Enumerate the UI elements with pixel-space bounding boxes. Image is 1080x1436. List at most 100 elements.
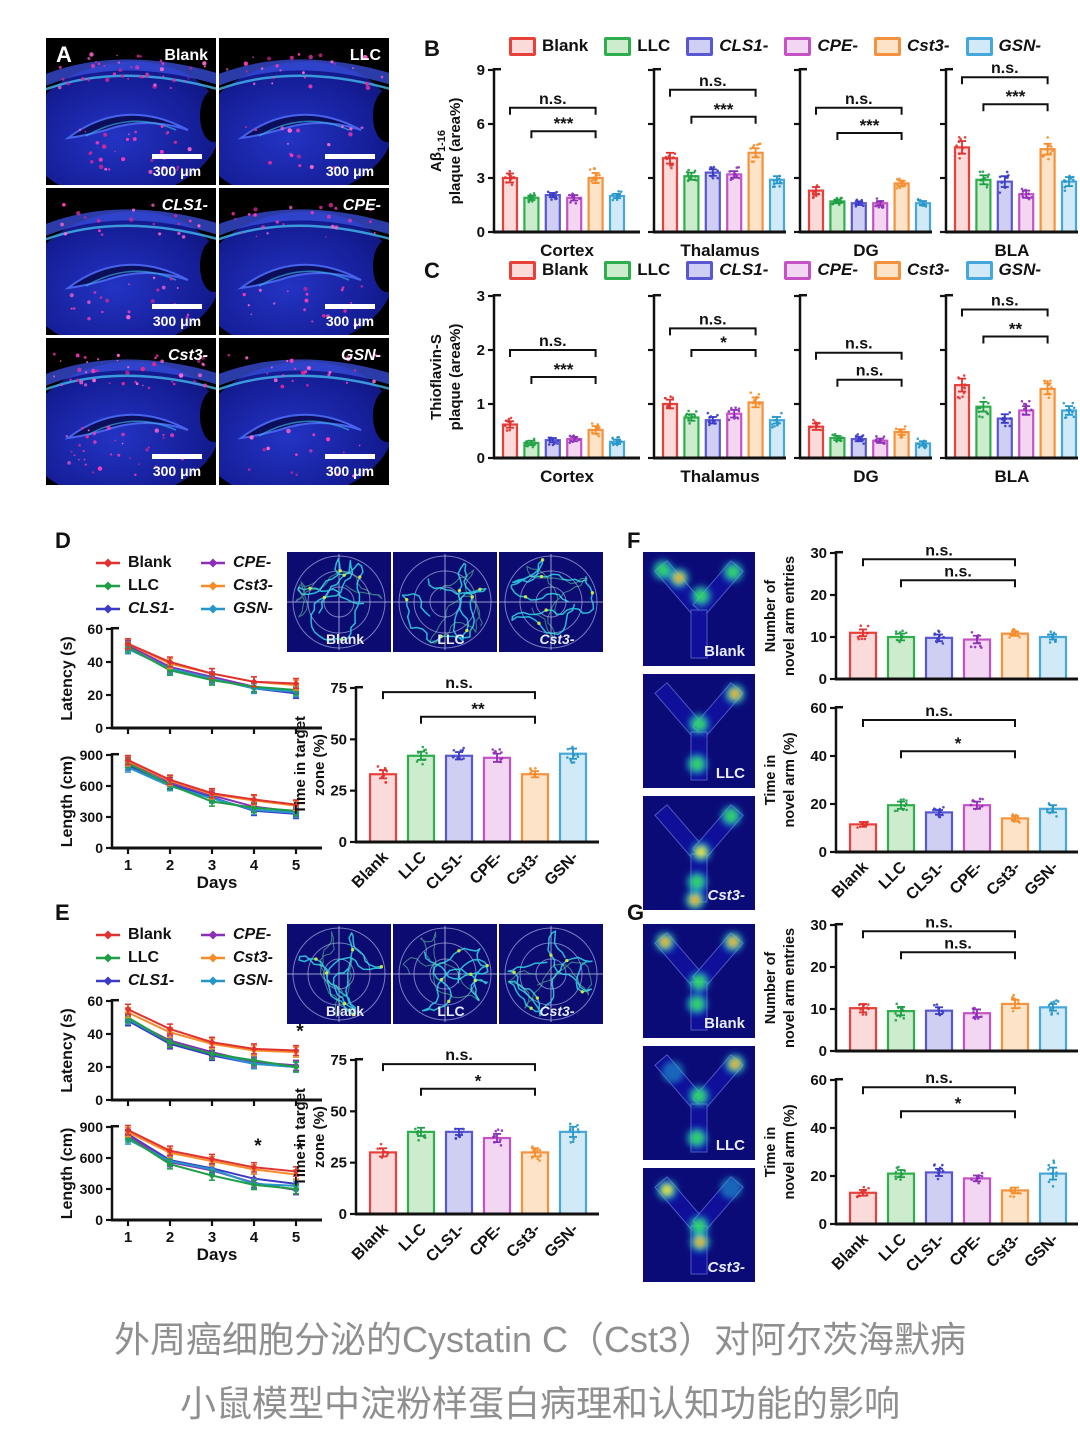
- svg-text:600: 600: [80, 1150, 104, 1166]
- svg-text:**: **: [1009, 320, 1023, 339]
- panel-d-latency-chart: Latency (s) 0 20 40 60: [56, 622, 326, 748]
- legend-item-gsn: GSN-: [965, 36, 1042, 56]
- svg-text:CPE-: CPE-: [467, 1221, 506, 1260]
- legend-label: LLC: [128, 576, 160, 594]
- brain-image-cls1: CLS1- 300 μm: [46, 188, 216, 335]
- svg-text:25: 25: [330, 783, 347, 800]
- legend-label: CLS1-: [719, 260, 769, 279]
- svg-text:40: 40: [87, 1026, 103, 1042]
- svg-text:BLA: BLA: [995, 467, 1030, 486]
- svg-text:3: 3: [477, 288, 485, 305]
- svg-text:novel arm entries: novel arm entries: [782, 556, 798, 676]
- svg-text:Blank: Blank: [704, 1015, 746, 1032]
- brain-image-gsn: GSN- 300 μm: [219, 338, 389, 485]
- panel-f-ymaze-heatmaps: Blank LLC Cst3-: [643, 552, 755, 910]
- swim-heatmap-llc: LLC: [393, 552, 497, 652]
- panel-label-c: C: [424, 258, 440, 283]
- svg-text:2: 2: [166, 857, 174, 874]
- legend-item-llc: LLC: [95, 946, 200, 969]
- svg-text:Blank: Blank: [326, 631, 364, 647]
- panel-e-swim-heatmaps: Blank LLC Cst3-: [287, 924, 603, 1024]
- svg-text:zone (%): zone (%): [311, 734, 328, 796]
- svg-text:Thioflavin-S: Thioflavin-S: [428, 334, 445, 420]
- caption-line-1: 外周癌细胞分泌的Cystatin C（Cst3）对阿尔茨海默病: [113, 1319, 967, 1360]
- svg-text:20: 20: [810, 959, 827, 976]
- legend-swatch-icon: [686, 36, 714, 56]
- svg-text:Number of: Number of: [763, 580, 779, 653]
- svg-text:LLC: LLC: [437, 1003, 464, 1019]
- svg-text:Blank: Blank: [164, 47, 208, 64]
- svg-text:5: 5: [292, 1229, 300, 1246]
- legend-label: CLS1-: [128, 599, 175, 617]
- svg-text:900: 900: [80, 1120, 104, 1135]
- svg-text:20: 20: [87, 687, 103, 703]
- svg-text:0: 0: [819, 1043, 827, 1060]
- legend-item-gsn: GSN-: [200, 597, 305, 620]
- svg-text:60: 60: [810, 1072, 827, 1089]
- svg-text:n.s.: n.s.: [539, 91, 567, 108]
- legend-item-cpe: CPE-: [200, 551, 305, 574]
- legend-swatch-icon: [965, 36, 993, 56]
- svg-text:2: 2: [477, 342, 485, 359]
- svg-text:20: 20: [87, 1059, 103, 1075]
- chart-b-thalamus: n.s. *** Thalamus: [648, 67, 786, 260]
- svg-text:Thalamus: Thalamus: [680, 467, 759, 486]
- svg-text:300 μm: 300 μm: [153, 163, 201, 179]
- legend-marker-icon: [201, 930, 225, 939]
- panel-d-length-chart: Length (cm) 0 300 600 900 1 2 3 4 5 Days: [56, 748, 326, 890]
- legend-swatch-icon: [508, 260, 536, 280]
- svg-text:novel arm entries: novel arm entries: [782, 928, 798, 1048]
- legend-label: GSN-: [998, 36, 1042, 55]
- panel-label-f: F: [627, 528, 641, 553]
- svg-text:LLC: LLC: [396, 848, 430, 882]
- legend-swatch-icon: [508, 36, 536, 56]
- svg-text:Time in target: Time in target: [292, 1088, 309, 1186]
- panel-label-d: D: [55, 528, 71, 553]
- svg-text:3: 3: [477, 170, 485, 187]
- svg-text:Blank: Blank: [349, 849, 392, 892]
- panel-a-brain-images: Blank 300 μm LLC 300 μm CLS1- 300 μm CPE- 300 μ…: [46, 38, 389, 485]
- panel-e-length-chart: Length (cm) 0 300 600 900 1 2 3 4 5 Days * *: [56, 1120, 326, 1262]
- panel-b-legend: Blank LLC CLS1- CPE- Cst3- GSN-: [470, 36, 1080, 56]
- swim-heatmap-blank: Blank: [287, 924, 391, 1024]
- figure-caption: 外周癌细胞分泌的Cystatin C（Cst3）对阿尔茨海默病 小鼠模型中淀粉样…: [0, 1308, 1080, 1436]
- panel-c-charts: Thioflavin-S plaque (area%) 0 1 2 3 n.s. *** Cor…: [428, 288, 1080, 496]
- svg-text:40: 40: [810, 1120, 827, 1137]
- legend-swatch-icon: [604, 36, 632, 56]
- svg-text:*: *: [254, 1136, 262, 1157]
- svg-text:300 μm: 300 μm: [153, 463, 201, 479]
- svg-text:0: 0: [339, 1206, 347, 1223]
- svg-text:Blank: Blank: [349, 1221, 392, 1264]
- panel-f-novel-arm-time-chart: Time in novel arm (%) 0 20 40 60 n.s. * Blank LLC…: [762, 700, 1080, 922]
- legend-label: LLC: [637, 260, 671, 279]
- svg-text:novel arm (%): novel arm (%): [782, 732, 798, 827]
- legend-marker-icon: [201, 976, 225, 985]
- svg-text:0: 0: [819, 844, 827, 861]
- svg-text:30: 30: [810, 917, 827, 934]
- svg-text:Latency (s): Latency (s): [59, 1008, 76, 1092]
- chart-c-bla: n.s. ** BLA: [940, 293, 1078, 486]
- legend-marker-icon: [96, 604, 120, 613]
- legend-swatch-icon: [965, 260, 993, 280]
- chart-b-cortex: Aβ1-16 plaque (area%) 0 3 6 9 n.s. *** Cortex: [428, 62, 640, 260]
- svg-text:Length (cm): Length (cm): [59, 756, 76, 848]
- svg-text:Cst3-: Cst3-: [504, 1221, 544, 1261]
- legend-item-cls1: CLS1-: [686, 36, 768, 56]
- svg-text:LLC: LLC: [876, 858, 910, 892]
- panel-e-latency-chart: Latency (s) 0 20 40 60 *: [56, 994, 326, 1120]
- legend-label: LLC: [637, 36, 671, 55]
- svg-text:10: 10: [810, 1001, 827, 1018]
- svg-text:n.s.: n.s.: [991, 293, 1019, 310]
- svg-text:GSN-: GSN-: [542, 1221, 582, 1261]
- legend-marker-icon: [201, 581, 225, 590]
- swim-heatmap-blank: Blank: [287, 552, 391, 652]
- svg-text:CLS1-: CLS1-: [162, 197, 208, 214]
- legend-marker-icon: [201, 604, 225, 613]
- panel-d-swim-heatmaps: Blank LLC Cst3-: [287, 552, 603, 652]
- panel-c-legend: Blank LLC CLS1- CPE- Cst3- GSN-: [470, 260, 1080, 280]
- svg-text:3: 3: [208, 857, 216, 874]
- panel-b-charts: Aβ1-16 plaque (area%) 0 3 6 9 n.s. *** Cortex n.s…: [428, 62, 1080, 270]
- legend-item-llc: LLC: [604, 260, 670, 280]
- svg-text:n.s.: n.s.: [944, 935, 972, 952]
